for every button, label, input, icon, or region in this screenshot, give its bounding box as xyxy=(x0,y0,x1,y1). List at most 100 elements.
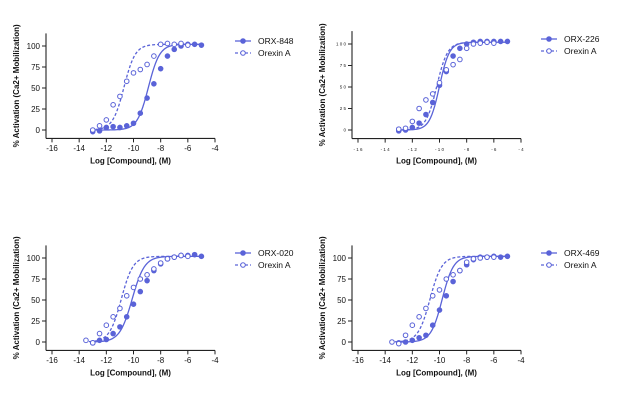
series-1-point xyxy=(164,53,171,59)
legend-label: Orexin A xyxy=(258,48,291,58)
series-2-point xyxy=(463,45,470,52)
series-2-point xyxy=(429,293,436,299)
y-tick-label: 50 xyxy=(337,296,346,305)
series-1-point xyxy=(450,53,456,59)
y-tick-label: 1 0 0 xyxy=(336,42,347,47)
series-2-point xyxy=(457,267,463,274)
series-1-point xyxy=(130,120,137,127)
series-2-point xyxy=(164,256,171,262)
series-2-point xyxy=(491,40,497,46)
x-tick-label: -6 xyxy=(490,356,498,365)
legend-marker-open xyxy=(240,262,246,268)
series-2-point xyxy=(89,340,96,346)
y-tick-label: 75 xyxy=(31,63,40,72)
chart-panel-2: - 1 6 - 1 4 - 1 2 - 1 0 - 8 - 6 - 4 0 2 5 5 0 7 5 1… xyxy=(318,23,600,166)
series-2-point xyxy=(89,127,96,133)
y-tick-label: 7 5 xyxy=(340,63,347,68)
series-2-point xyxy=(137,276,144,282)
series-2-point xyxy=(185,253,191,260)
x-tick-label: -10 xyxy=(128,356,140,365)
x-axis-title: Log [Compound], (M) xyxy=(396,157,477,166)
series-1-fit-curve xyxy=(90,43,204,131)
y-tick-label: 25 xyxy=(31,317,40,326)
series-1-point xyxy=(110,330,116,337)
series-2-point xyxy=(130,70,137,76)
series-1-point xyxy=(137,110,144,116)
series-2-point xyxy=(110,314,116,320)
chart-panel-4: -16 -14 -12 -10 -8 -6 -4 0 25 50 75 100 Log [Compoun… xyxy=(318,236,600,377)
series-1-point xyxy=(144,95,150,101)
series-1-point xyxy=(443,293,450,299)
series-2-fit-curve-dashed xyxy=(90,43,190,131)
legend-marker-filled xyxy=(546,250,552,256)
x-tick-label: -14 xyxy=(379,356,391,365)
series-1-point xyxy=(171,46,178,53)
x-tick-label: -8 xyxy=(157,144,165,153)
y-tick-label: 75 xyxy=(337,275,346,284)
y-tick-label: 0 xyxy=(343,128,346,133)
y-axis-title: % Activation (Ca2+ Mobilization) xyxy=(318,23,327,146)
series-1-point xyxy=(198,42,205,48)
x-tick-label: -8 xyxy=(463,356,471,365)
x-tick-label: - 6 xyxy=(491,147,497,152)
y-tick-label: 2 5 xyxy=(340,106,347,111)
series-2-point xyxy=(470,41,477,47)
series-2-point xyxy=(96,330,103,337)
legend-marker-open xyxy=(240,50,246,56)
legend-marker-open xyxy=(546,48,552,54)
series-2-point xyxy=(130,284,137,291)
legend-label: Orexin A xyxy=(258,260,291,270)
x-tick-label: -4 xyxy=(211,356,219,365)
y-tick-label: 25 xyxy=(337,317,346,326)
series-2-point xyxy=(123,293,130,299)
x-tick-label: -16 xyxy=(46,144,58,153)
series-2-point xyxy=(395,126,402,132)
series-2-point xyxy=(395,340,402,347)
x-tick-label: -10 xyxy=(128,144,140,153)
series-2-point xyxy=(144,272,150,278)
x-tick-label: -12 xyxy=(101,144,113,153)
y-tick-label: 100 xyxy=(27,42,41,51)
series-1-point xyxy=(191,41,198,48)
series-2-point xyxy=(429,91,436,97)
series-2-point xyxy=(103,117,110,123)
series-2-point xyxy=(423,305,429,312)
series-2-point xyxy=(491,254,497,260)
y-tick-label: 75 xyxy=(31,275,40,284)
series-1-point xyxy=(416,335,422,341)
series-1-point xyxy=(198,253,205,260)
series-2-point xyxy=(137,66,144,73)
legend-marker-open xyxy=(546,262,552,268)
series-2-point xyxy=(151,266,157,272)
series-2-fit-curve-dashed xyxy=(83,255,190,343)
series-1-point xyxy=(191,251,198,258)
x-axis-title: Log [Compound], (M) xyxy=(90,156,171,165)
series-1-point xyxy=(151,81,157,87)
series-1-point xyxy=(103,336,110,343)
x-tick-label: - 8 xyxy=(464,147,470,152)
series-2-point xyxy=(443,276,450,282)
series-1-point xyxy=(117,124,123,131)
series-2-point xyxy=(436,287,443,293)
series-1-point xyxy=(137,288,144,295)
series-1-point xyxy=(436,307,443,313)
series-2-point xyxy=(436,79,443,86)
series-1-point xyxy=(416,120,422,126)
series-2-point xyxy=(389,339,395,345)
series-2-point xyxy=(164,40,171,47)
series-1-point xyxy=(157,65,164,72)
series-1-point xyxy=(423,111,429,118)
series-2-point xyxy=(402,332,409,339)
x-tick-label: -6 xyxy=(184,356,192,365)
x-tick-label: -16 xyxy=(352,356,364,365)
x-tick-label: - 1 4 xyxy=(381,147,391,152)
x-tick-label: -10 xyxy=(434,356,446,365)
y-tick-label: 0 xyxy=(342,338,347,347)
chart-panel-1: -16 -14 -12 -10 -8 -6 -4 0 25 50 75 100 Log [Compoun… xyxy=(12,24,294,165)
x-tick-label: - 1 2 xyxy=(408,147,418,152)
legend-label: ORX-469 xyxy=(564,248,600,258)
series-2-point xyxy=(185,42,191,48)
x-tick-label: -6 xyxy=(184,144,192,153)
x-tick-label: -4 xyxy=(517,356,525,365)
